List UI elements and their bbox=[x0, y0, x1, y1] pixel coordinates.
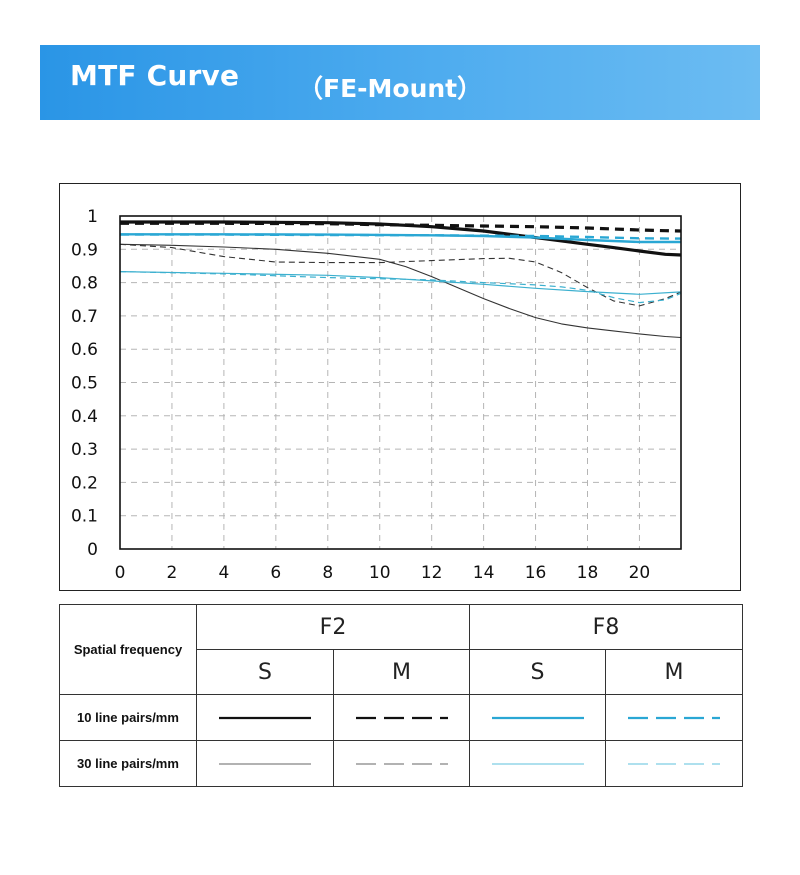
series-line-f8-s-30-line-pairs-mm bbox=[119, 271, 682, 295]
y-tick-label: 1 bbox=[87, 207, 98, 227]
series-line-f8-m-30-line-pairs-mm bbox=[119, 271, 682, 304]
legend-sample-f8-m-10 bbox=[605, 694, 743, 741]
y-tick-label: 0.7 bbox=[71, 307, 98, 327]
x-tick-label: 20 bbox=[629, 563, 651, 583]
series-line-f2-m-30-line-pairs-mm bbox=[119, 243, 682, 307]
page-title: MTF Curve bbox=[70, 59, 240, 92]
series-line-f8-s-10-line-pairs-mm bbox=[120, 233, 681, 244]
header-banner: MTF Curve （FE-Mount） bbox=[40, 45, 760, 120]
sub-header-f8-s: S bbox=[469, 649, 606, 695]
legend-sample-f2-m-10 bbox=[333, 694, 470, 741]
legend-sample-f2-m-30 bbox=[333, 740, 470, 787]
y-tick-label: 0.5 bbox=[71, 374, 98, 394]
y-tick-label: 0.8 bbox=[71, 274, 98, 294]
x-tick-label: 8 bbox=[322, 563, 333, 583]
sub-header-f8-m: M bbox=[605, 649, 743, 695]
legend-sample-f8-m-30 bbox=[605, 740, 743, 787]
plot-frame bbox=[119, 215, 682, 550]
y-tick-label: 0.4 bbox=[71, 407, 98, 427]
y-tick-label: 0.2 bbox=[71, 473, 98, 493]
legend-sample-f2-s-30 bbox=[196, 740, 334, 787]
legend-sample-f8-s-30 bbox=[469, 740, 606, 787]
x-tick-label: 18 bbox=[577, 563, 599, 583]
y-tick-label: 0 bbox=[87, 540, 98, 560]
series-line-f8-m-10-line-pairs-mm bbox=[120, 233, 682, 240]
x-tick-label: 4 bbox=[218, 563, 229, 583]
x-tick-label: 0 bbox=[115, 563, 126, 583]
series-line-f2-s-10-line-pairs-mm bbox=[120, 220, 682, 257]
y-tick-label: 0.6 bbox=[71, 340, 98, 360]
x-tick-label: 10 bbox=[369, 563, 391, 583]
y-tick-label: 0.9 bbox=[71, 240, 98, 260]
series-line-f2-s-30-line-pairs-mm bbox=[119, 243, 682, 339]
group-header-f8: F8 bbox=[469, 604, 743, 650]
mtf-chart: 1 0.9 0.8 0.7 0.6 0.5 0.4 0.3 0.2 0.1 0 0 2 4 6 8 10 12 14… bbox=[59, 183, 741, 591]
row-label-10lp: 10 line pairs/mm bbox=[59, 694, 197, 741]
page-subtitle: （FE-Mount） bbox=[298, 74, 483, 103]
row-label-30lp: 30 line pairs/mm bbox=[59, 740, 197, 787]
y-tick-label: 0.1 bbox=[71, 507, 98, 527]
y-tick-label: 0.3 bbox=[71, 440, 98, 460]
group-header-f2: F2 bbox=[196, 604, 470, 650]
x-tick-label: 16 bbox=[525, 563, 547, 583]
x-tick-label: 6 bbox=[270, 563, 281, 583]
x-tick-label: 2 bbox=[167, 563, 178, 583]
x-tick-label: 14 bbox=[473, 563, 495, 583]
spatial-frequency-header: Spatial frequency bbox=[59, 604, 197, 695]
series-line-f2-m-10-line-pairs-mm bbox=[120, 221, 682, 233]
legend-sample-f2-s-10 bbox=[196, 694, 334, 741]
legend-table: Spatial frequency F2 F8 S M S M 10 line … bbox=[59, 604, 743, 787]
legend-sample-f8-s-10 bbox=[469, 694, 606, 741]
sub-header-f2-s: S bbox=[196, 649, 334, 695]
sub-header-f2-m: M bbox=[333, 649, 470, 695]
mtf-chart-svg: 1 0.9 0.8 0.7 0.6 0.5 0.4 0.3 0.2 0.1 00 2 4 6 8 10 12 14… bbox=[71, 207, 682, 583]
x-tick-label: 12 bbox=[421, 563, 443, 583]
